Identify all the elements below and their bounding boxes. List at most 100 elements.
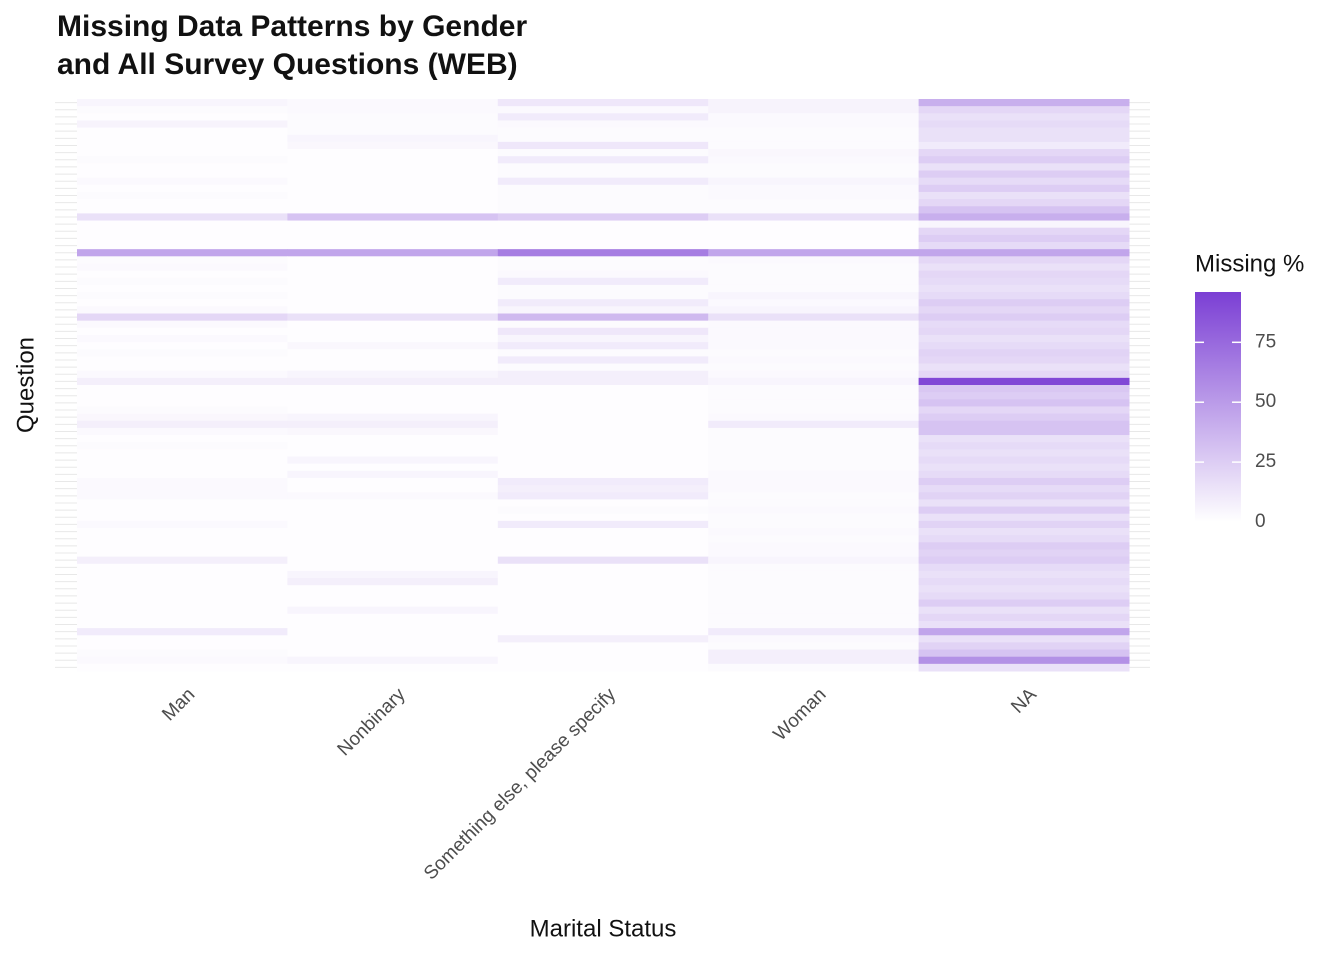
tile bbox=[287, 549, 499, 558]
tile bbox=[287, 242, 499, 250]
tile bbox=[77, 456, 288, 465]
x-tick-label: NA bbox=[1007, 684, 1041, 718]
tile bbox=[287, 349, 499, 357]
tile bbox=[287, 585, 499, 593]
tile bbox=[287, 592, 499, 600]
tile bbox=[77, 599, 288, 608]
tile bbox=[77, 327, 288, 336]
tile bbox=[708, 456, 920, 465]
tile bbox=[287, 427, 499, 436]
tile bbox=[77, 485, 288, 493]
tile bbox=[287, 485, 499, 493]
tile bbox=[77, 170, 288, 179]
tile bbox=[708, 156, 920, 164]
tile bbox=[497, 220, 709, 229]
tile bbox=[287, 184, 499, 193]
tile bbox=[497, 242, 709, 250]
tile bbox=[708, 420, 920, 429]
tile bbox=[497, 170, 709, 179]
tile bbox=[497, 377, 709, 386]
tile bbox=[77, 642, 288, 651]
tile bbox=[287, 306, 499, 314]
tile bbox=[708, 199, 920, 207]
tile bbox=[708, 370, 920, 379]
tile bbox=[497, 106, 709, 114]
tile bbox=[77, 442, 288, 450]
tile bbox=[708, 513, 920, 522]
tile bbox=[287, 620, 499, 629]
tile bbox=[708, 556, 920, 565]
tile bbox=[497, 613, 709, 622]
tile bbox=[77, 349, 288, 357]
tile bbox=[918, 306, 1130, 314]
tile bbox=[497, 234, 709, 243]
tile bbox=[77, 499, 288, 508]
tile bbox=[497, 342, 709, 350]
tile bbox=[918, 420, 1130, 429]
tile bbox=[497, 177, 709, 186]
tile bbox=[708, 149, 920, 157]
tile bbox=[918, 620, 1130, 629]
tile bbox=[77, 220, 288, 229]
tile bbox=[708, 477, 920, 486]
tile bbox=[77, 578, 288, 586]
tile bbox=[497, 227, 709, 236]
tile bbox=[77, 213, 288, 222]
tile bbox=[918, 578, 1130, 586]
tile bbox=[918, 370, 1130, 379]
tile bbox=[287, 277, 499, 286]
tile bbox=[287, 578, 499, 586]
tile bbox=[497, 277, 709, 286]
tile bbox=[287, 327, 499, 336]
tile bbox=[77, 549, 288, 558]
tile bbox=[497, 320, 709, 329]
tile bbox=[77, 313, 288, 322]
tile bbox=[918, 542, 1130, 550]
tile bbox=[497, 184, 709, 193]
tile bbox=[708, 392, 920, 400]
tile bbox=[918, 242, 1130, 250]
tile bbox=[77, 184, 288, 193]
tile bbox=[918, 170, 1130, 179]
tile bbox=[708, 234, 920, 243]
tile bbox=[708, 313, 920, 322]
tile bbox=[77, 649, 288, 658]
tile bbox=[287, 449, 499, 457]
x-axis-label: Marital Status bbox=[530, 915, 677, 942]
tile bbox=[77, 585, 288, 593]
tile bbox=[287, 199, 499, 207]
tile bbox=[708, 299, 920, 307]
tile bbox=[918, 141, 1130, 150]
tile bbox=[287, 249, 499, 257]
tile bbox=[497, 349, 709, 357]
tile bbox=[287, 263, 499, 272]
tile bbox=[918, 392, 1130, 400]
tile bbox=[918, 535, 1130, 543]
tile bbox=[77, 663, 288, 672]
tile bbox=[287, 141, 499, 150]
tile bbox=[918, 163, 1130, 171]
legend-tick-label: 50 bbox=[1255, 391, 1276, 412]
tile bbox=[77, 206, 288, 214]
tile bbox=[77, 99, 288, 107]
tile bbox=[708, 578, 920, 586]
tiles bbox=[77, 99, 1130, 672]
tile bbox=[77, 156, 288, 164]
tile bbox=[708, 377, 920, 386]
tile bbox=[708, 620, 920, 629]
tile bbox=[287, 470, 499, 479]
tile bbox=[497, 249, 709, 257]
tile bbox=[77, 420, 288, 429]
tile bbox=[497, 606, 709, 615]
tile bbox=[708, 492, 920, 500]
tile bbox=[77, 413, 288, 422]
tile bbox=[918, 220, 1130, 229]
tile bbox=[77, 263, 288, 272]
tile bbox=[918, 663, 1130, 672]
tile bbox=[918, 277, 1130, 286]
tile bbox=[497, 134, 709, 143]
tile bbox=[918, 442, 1130, 450]
tile bbox=[77, 234, 288, 243]
tile bbox=[497, 99, 709, 107]
tile bbox=[497, 327, 709, 336]
